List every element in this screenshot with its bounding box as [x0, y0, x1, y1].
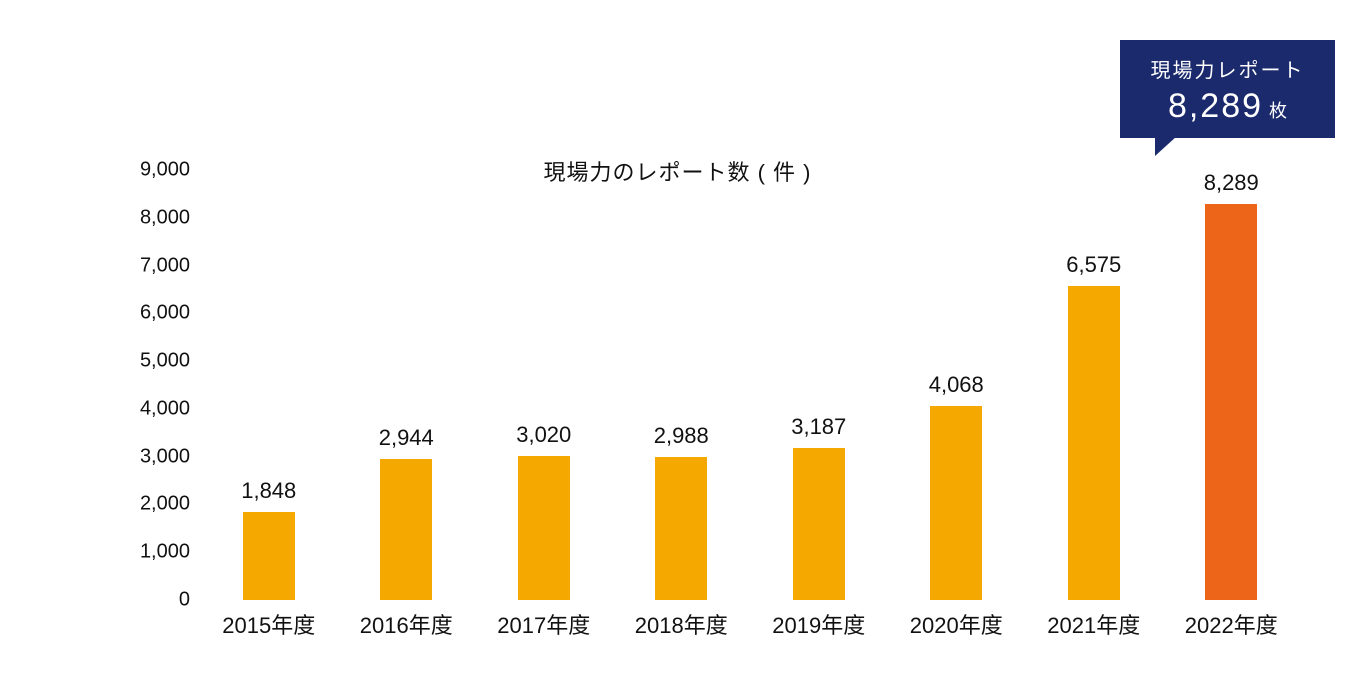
- bar: [655, 457, 707, 600]
- x-tick-label: 2016年度: [360, 608, 453, 640]
- x-tick-label: 2022年度: [1185, 608, 1278, 640]
- bar-slot: 2,944: [338, 170, 476, 600]
- y-tick-label: 0: [179, 589, 190, 612]
- bar: [1205, 204, 1257, 600]
- bar: [380, 459, 432, 600]
- bar-value-label: 3,187: [791, 414, 846, 440]
- x-tick-label: 2019年度: [772, 608, 865, 640]
- y-tick-label: 1,000: [140, 541, 190, 564]
- bar-value-label: 4,068: [929, 372, 984, 398]
- bar: [930, 406, 982, 600]
- bar-value-label: 3,020: [516, 422, 571, 448]
- bar-slot: 1,848: [200, 170, 338, 600]
- chart-container: 現場力のレポート数 ( 件 ) 01,0002,0003,0004,0005,0…: [0, 0, 1355, 679]
- bar-slot: 4,068: [888, 170, 1026, 600]
- x-tick-label: 2018年度: [635, 608, 728, 640]
- y-tick-label: 3,000: [140, 445, 190, 468]
- bar-slot: 6,575: [1025, 170, 1163, 600]
- callout-value-row: 8,289 枚: [1136, 87, 1319, 126]
- y-tick-label: 9,000: [140, 159, 190, 182]
- callout-unit: 枚: [1269, 97, 1287, 123]
- plot-area: 01,0002,0003,0004,0005,0006,0007,0008,00…: [120, 170, 1300, 600]
- x-tick-label: 2017年度: [497, 608, 590, 640]
- y-tick-label: 5,000: [140, 350, 190, 373]
- bar: [518, 456, 570, 600]
- callout-title: 現場力レポート: [1136, 54, 1319, 83]
- bar: [793, 448, 845, 600]
- x-tick-label: 2020年度: [910, 608, 1003, 640]
- y-tick-label: 6,000: [140, 302, 190, 325]
- bar-value-label: 8,289: [1204, 170, 1259, 196]
- bar-slot: 8,289: [1163, 170, 1301, 600]
- bars-area: 1,848 2,944 3,020 2,988 3,187 4,068 6,575 8,289: [200, 170, 1300, 600]
- bar-value-label: 2,944: [379, 425, 434, 451]
- callout-value: 8,289: [1168, 87, 1263, 126]
- bar-slot: 3,187: [750, 170, 888, 600]
- y-tick-label: 8,000: [140, 206, 190, 229]
- bar-value-label: 6,575: [1066, 252, 1121, 278]
- y-tick-label: 4,000: [140, 397, 190, 420]
- x-axis-labels: 2015年度 2016年度 2017年度 2018年度 2019年度 2020年度 2021…: [200, 608, 1300, 648]
- bar-slot: 3,020: [475, 170, 613, 600]
- bar: [1068, 286, 1120, 600]
- y-tick-label: 7,000: [140, 254, 190, 277]
- callout-tail-icon: [1155, 136, 1177, 156]
- highlight-callout: 現場力レポート 8,289 枚: [1120, 40, 1335, 138]
- y-tick-label: 2,000: [140, 493, 190, 516]
- x-tick-label: 2021年度: [1047, 608, 1140, 640]
- y-axis: 01,0002,0003,0004,0005,0006,0007,0008,00…: [120, 170, 200, 600]
- bar: [243, 512, 295, 600]
- bar-value-label: 2,988: [654, 423, 709, 449]
- bar-slot: 2,988: [613, 170, 751, 600]
- bar-value-label: 1,848: [241, 478, 296, 504]
- x-tick-label: 2015年度: [222, 608, 315, 640]
